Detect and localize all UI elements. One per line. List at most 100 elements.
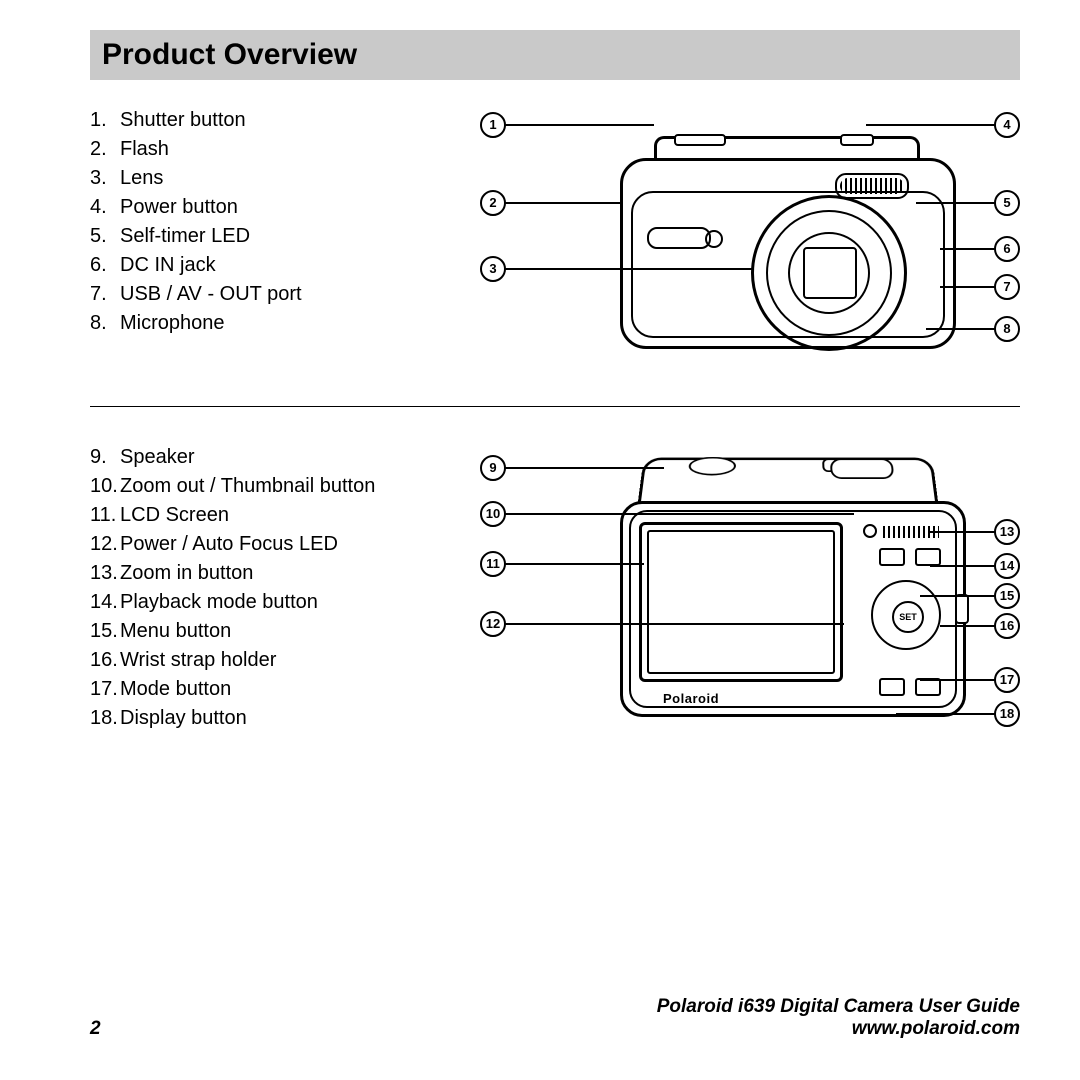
callout-8: 8	[994, 316, 1020, 342]
callout-1: 1	[480, 112, 506, 138]
back-diagram: 9 10 11 12 13 14 15 16 17 18	[480, 443, 1020, 763]
leader-line	[504, 124, 654, 126]
list-number: 6.	[90, 251, 120, 280]
callout-14: 14	[994, 553, 1020, 579]
list-number: 17.	[90, 675, 120, 704]
list-number: 7.	[90, 280, 120, 309]
list-label: Wrist strap holder	[120, 646, 276, 675]
list-number: 12.	[90, 530, 120, 559]
leader-line	[896, 713, 996, 715]
callout-18: 18	[994, 701, 1020, 727]
list-label: Power / Auto Focus LED	[120, 530, 338, 559]
list-label: DC IN jack	[120, 251, 216, 280]
list-number: 9.	[90, 443, 120, 472]
back-parts-list: 9.Speaker10.Zoom out / Thumbnail button1…	[90, 443, 460, 733]
page-number: 2	[90, 1018, 101, 1040]
footer-guide-title: Polaroid i639 Digital Camera User Guide	[657, 996, 1020, 1018]
callout-12: 12	[480, 611, 506, 637]
leader-line	[504, 202, 620, 204]
leader-line	[940, 625, 996, 627]
leader-line	[940, 286, 996, 288]
leader-line	[504, 563, 644, 565]
list-number: 18.	[90, 704, 120, 733]
parts-list-item: 16.Wrist strap holder	[90, 646, 460, 675]
callout-4: 4	[994, 112, 1020, 138]
list-label: Shutter button	[120, 106, 246, 135]
callout-10: 10	[480, 501, 506, 527]
parts-list-item: 11.LCD Screen	[90, 501, 460, 530]
callout-17: 17	[994, 667, 1020, 693]
leader-line	[504, 467, 664, 469]
callout-9: 9	[480, 455, 506, 481]
parts-list-item: 10.Zoom out / Thumbnail button	[90, 472, 460, 501]
parts-list-item: 17.Mode button	[90, 675, 460, 704]
parts-list-item: 13.Zoom in button	[90, 559, 460, 588]
list-number: 10.	[90, 472, 120, 501]
footer-url: www.polaroid.com	[657, 1018, 1020, 1040]
section-title-bar: Product Overview	[90, 30, 1020, 80]
list-number: 15.	[90, 617, 120, 646]
list-number: 4.	[90, 193, 120, 222]
list-number: 2.	[90, 135, 120, 164]
list-label: Microphone	[120, 309, 225, 338]
leader-line	[940, 248, 996, 250]
list-number: 13.	[90, 559, 120, 588]
parts-list-item: 2.Flash	[90, 135, 460, 164]
manual-page: Product Overview 1.Shutter button2.Flash…	[0, 0, 1080, 1080]
leader-line	[504, 623, 844, 625]
list-label: LCD Screen	[120, 501, 229, 530]
front-parts-list: 1.Shutter button2.Flash3.Lens4.Power but…	[90, 106, 460, 338]
callout-7: 7	[994, 274, 1020, 300]
leader-line	[504, 513, 854, 515]
list-label: Menu button	[120, 617, 231, 646]
section-divider	[90, 406, 1020, 407]
list-label: Playback mode button	[120, 588, 318, 617]
front-diagram: 1 2 3 4 5 6 7 8	[480, 106, 1020, 386]
parts-list-item: 12.Power / Auto Focus LED	[90, 530, 460, 559]
callout-2: 2	[480, 190, 506, 216]
brand-logo-text: Polaroid	[663, 691, 719, 706]
list-number: 8.	[90, 309, 120, 338]
page-footer: 2 Polaroid i639 Digital Camera User Guid…	[90, 996, 1020, 1040]
list-number: 5.	[90, 222, 120, 251]
parts-list-item: 15.Menu button	[90, 617, 460, 646]
list-number: 11.	[90, 501, 120, 530]
list-label: Display button	[120, 704, 247, 733]
leader-line	[866, 124, 996, 126]
list-label: Self-timer LED	[120, 222, 250, 251]
camera-front-illustration	[620, 136, 950, 356]
parts-list-item: 7.USB / AV - OUT port	[90, 280, 460, 309]
parts-list-item: 6.DC IN jack	[90, 251, 460, 280]
leader-line	[504, 268, 754, 270]
callout-13: 13	[994, 519, 1020, 545]
callout-16: 16	[994, 613, 1020, 639]
list-number: 14.	[90, 588, 120, 617]
callout-15: 15	[994, 583, 1020, 609]
list-number: 1.	[90, 106, 120, 135]
leader-line	[920, 679, 996, 681]
leader-line	[920, 595, 996, 597]
callout-5: 5	[994, 190, 1020, 216]
section-title: Product Overview	[102, 38, 1008, 72]
front-view-section: 1.Shutter button2.Flash3.Lens4.Power but…	[90, 106, 1020, 386]
parts-list-item: 9.Speaker	[90, 443, 460, 472]
list-label: Power button	[120, 193, 238, 222]
callout-3: 3	[480, 256, 506, 282]
leader-line	[930, 565, 996, 567]
leader-line	[916, 202, 996, 204]
list-label: Mode button	[120, 675, 231, 704]
callout-11: 11	[480, 551, 506, 577]
parts-list-item: 1.Shutter button	[90, 106, 460, 135]
list-label: Zoom in button	[120, 559, 253, 588]
parts-list-item: 4.Power button	[90, 193, 460, 222]
list-number: 16.	[90, 646, 120, 675]
parts-list-item: 14.Playback mode button	[90, 588, 460, 617]
parts-list-item: 18.Display button	[90, 704, 460, 733]
list-label: Zoom out / Thumbnail button	[120, 472, 375, 501]
list-label: Lens	[120, 164, 163, 193]
leader-line	[930, 531, 996, 533]
list-label: USB / AV - OUT port	[120, 280, 302, 309]
camera-back-illustration: Polaroid	[620, 453, 960, 753]
list-number: 3.	[90, 164, 120, 193]
parts-list-item: 5.Self-timer LED	[90, 222, 460, 251]
